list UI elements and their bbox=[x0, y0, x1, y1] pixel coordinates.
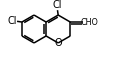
Text: CHO: CHO bbox=[80, 18, 98, 27]
Text: Cl: Cl bbox=[7, 16, 17, 26]
Text: O: O bbox=[54, 38, 62, 48]
Text: Cl: Cl bbox=[52, 0, 62, 10]
